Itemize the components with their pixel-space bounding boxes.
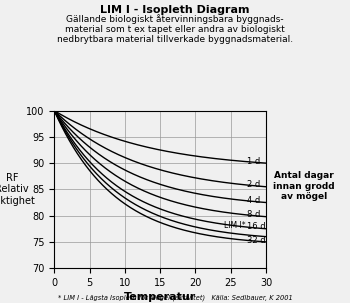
- Text: Antal dagar
innan grodd
av mögel: Antal dagar innan grodd av mögel: [273, 171, 335, 201]
- Text: 16 d: 16 d: [247, 222, 266, 231]
- Text: LIM I*: LIM I*: [224, 221, 245, 229]
- X-axis label: Temperatur: Temperatur: [124, 292, 196, 302]
- Text: 32 d: 32 d: [247, 236, 266, 245]
- Text: RF
Relativ
Fuktighet: RF Relativ Fuktighet: [0, 173, 35, 206]
- Text: 8 d: 8 d: [247, 210, 260, 219]
- Text: * LIM I - Lägsta Isopleth för Mögel-(aktivitet)   Källa: Sedlbauer, K 2001: * LIM I - Lägsta Isopleth för Mögel-(akt…: [58, 295, 292, 301]
- Text: Gällande biologiskt återvinningsbara byggnads-
material som t ex tapet eller and: Gällande biologiskt återvinningsbara byg…: [57, 14, 293, 44]
- Text: 1 d: 1 d: [247, 157, 260, 166]
- Text: 4 d: 4 d: [247, 196, 260, 205]
- Text: 2 d: 2 d: [247, 180, 260, 189]
- Text: LIM I - Isopleth Diagram: LIM I - Isopleth Diagram: [100, 5, 250, 15]
